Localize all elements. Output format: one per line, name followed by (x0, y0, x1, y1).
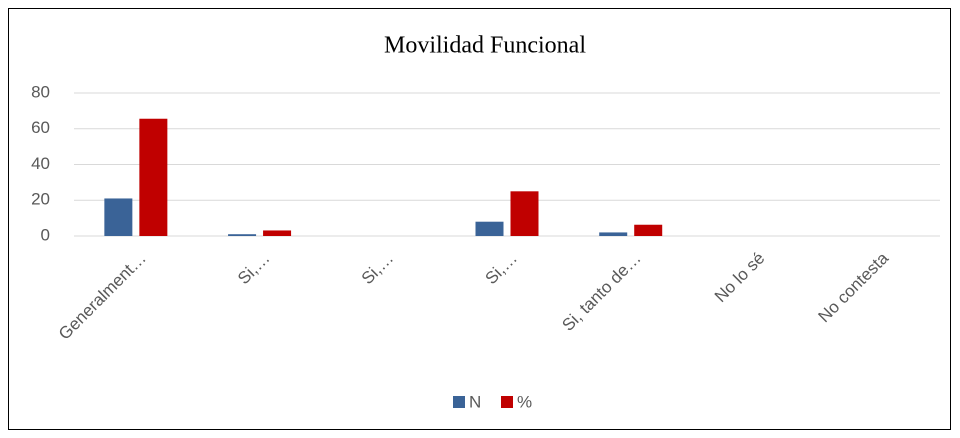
bar (599, 232, 628, 236)
legend-swatch (453, 396, 465, 408)
y-tick-label: 20 (31, 190, 50, 209)
y-tick-label: 40 (31, 154, 50, 173)
legend-swatch (501, 396, 513, 408)
legend-label: N (469, 392, 481, 411)
bar (228, 234, 257, 236)
y-tick-label: 0 (41, 225, 50, 244)
bar (475, 221, 504, 236)
bar (139, 118, 168, 236)
chart-title: Movilidad Funcional (384, 33, 586, 59)
bar (634, 224, 663, 236)
bar (263, 230, 292, 236)
y-tick-label: 80 (31, 82, 50, 101)
legend-label: % (517, 392, 532, 411)
bar (104, 198, 133, 236)
y-tick-label: 60 (31, 118, 50, 137)
bar (510, 191, 539, 236)
